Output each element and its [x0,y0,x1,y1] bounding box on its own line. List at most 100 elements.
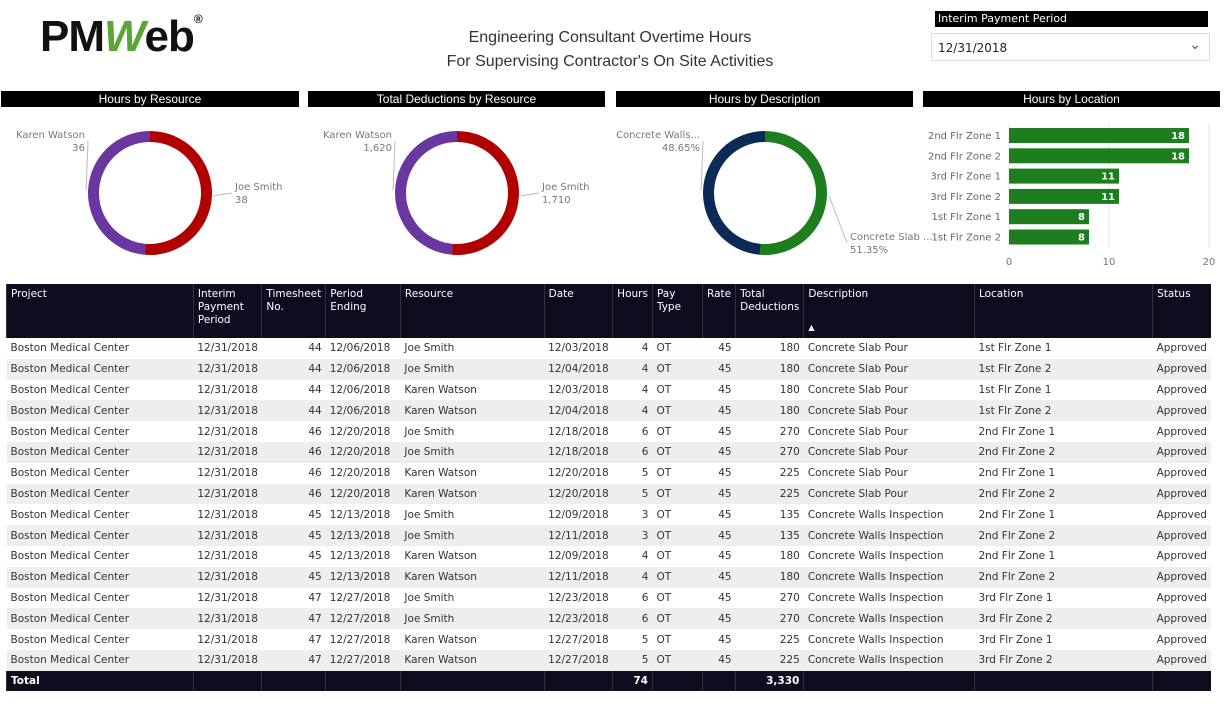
bar[interactable] [1009,188,1119,204]
table-cell: Boston Medical Center [10,550,130,563]
table-row[interactable]: Boston Medical Center 12/31/2018 44 12/06/2… [7,380,1212,401]
bar[interactable] [1009,209,1089,225]
table-cell: 12/27/2018 [329,654,391,667]
table-cell: Concrete Slab Pour [807,425,908,438]
table-row[interactable]: Boston Medical Center 12/31/2018 47 12/27/2… [7,588,1212,609]
column-header[interactable]: Total Deductions [735,284,804,338]
table-cell: Concrete Slab Pour [807,487,908,500]
column-header[interactable]: Location [973,284,1153,338]
table-cell: 12/31/2018 [197,550,258,563]
table-cell: 2nd Flr Zone 1 [978,508,1056,521]
slice-category-label: Karen Watson [16,130,85,141]
table-cell: 3rd Flr Zone 2 [978,612,1053,625]
column-header[interactable]: Description ▲ [803,284,975,338]
column-header[interactable]: Project [6,284,194,338]
table-cell: OT [656,467,672,480]
sort-ascending-icon[interactable]: ▲ [808,323,815,332]
table-cell: 2nd Flr Zone 2 [978,529,1056,542]
table-cell: 225 [779,633,800,646]
column-header[interactable]: Hours [612,284,653,338]
table-row[interactable]: Boston Medical Center 12/31/2018 44 12/06/2… [6,358,1211,380]
y-category-label: 1st Flr Zone 1 [932,212,1002,223]
table-cell: 12/31/2018 [197,529,258,542]
table-cell: 44 [308,404,322,417]
table-cell: 5 [641,467,649,480]
visual-title-hours-by-description: Hours by Description [616,91,913,107]
table-cell: Karen Watson [404,487,477,500]
column-header-label: Description [808,288,869,300]
table-cell: Concrete Slab Pour [807,404,908,417]
table-row[interactable]: Boston Medical Center 12/31/2018 45 12/13/2… [6,525,1211,546]
table-cell: 225 [779,467,800,480]
donut-slice[interactable] [88,131,150,255]
column-header[interactable]: Status [1152,284,1211,338]
column-header[interactable]: Pay Type [651,284,703,338]
table-row[interactable]: Boston Medical Center 12/31/2018 46 12/20/2… [6,441,1211,463]
column-header[interactable]: Resource [399,284,545,338]
table-cell: 12/31/2018 [197,363,258,376]
table-cell: Boston Medical Center [10,487,130,500]
table-row[interactable]: Boston Medical Center 12/31/2018 47 12/27/2… [6,649,1211,671]
table-cell: 2nd Flr Zone 2 [978,446,1056,459]
donut-hours-by-resource: Joe Smith 38 Karen Watson 36 [16,130,283,255]
table-row[interactable]: Boston Medical Center 12/31/2018 45 12/13/2… [6,566,1211,588]
table-cell: 5 [641,654,649,667]
table-cell: OT [656,529,672,542]
table-cell: Boston Medical Center [10,467,130,480]
bar[interactable] [1009,128,1189,143]
table-cell: 180 [779,571,800,584]
table-cell: Boston Medical Center [10,654,130,667]
table-total-row: Total 74 3,330 [6,670,1211,691]
donut-slice[interactable] [451,131,520,255]
table-cell: 270 [779,612,800,625]
bar[interactable] [1009,148,1189,164]
table-row[interactable]: Boston Medical Center 12/31/2018 47 12/27/2… [7,629,1212,650]
table-row[interactable]: Boston Medical Center 12/31/2018 46 12/20/2… [6,483,1211,505]
table-row[interactable]: Boston Medical Center 12/31/2018 47 12/27/2… [6,608,1211,630]
table-cell: 12/27/2018 [329,612,391,625]
table-row[interactable]: Boston Medical Center 12/31/2018 44 12/06/2… [7,338,1212,359]
table-cell: 180 [779,363,800,376]
table-cell: 5 [641,487,649,500]
table-cell: 1st Flr Zone 2 [978,404,1052,417]
table-cell: OT [656,446,672,459]
table-cell: Approved [1156,612,1207,625]
table-row[interactable]: Boston Medical Center 12/31/2018 46 12/20/2… [7,463,1212,484]
chevron-down-icon[interactable]: ⌄ [1189,37,1201,53]
donut-slice[interactable] [759,131,828,256]
table-cell: 47 [308,591,322,604]
column-header[interactable]: Period Ending [325,284,401,338]
table-cell: Joe Smith [404,425,455,438]
column-header[interactable]: Date [543,284,613,338]
table-row[interactable]: Boston Medical Center 12/31/2018 44 12/06/2… [6,400,1211,422]
table-cell: 45 [718,404,732,417]
table-cell: 4 [641,404,649,417]
table-cell: 12/06/2018 [329,342,391,355]
table-cell: Boston Medical Center [10,446,130,459]
column-header[interactable]: Timesheet No. [261,284,326,338]
table-row[interactable]: Boston Medical Center 12/31/2018 46 12/20/2… [7,421,1212,442]
table-row[interactable]: Boston Medical Center 12/31/2018 45 12/13/2… [7,504,1212,525]
donut-slice[interactable] [395,131,457,255]
table-cell: 3rd Flr Zone 2 [978,654,1053,667]
column-header[interactable]: Rate [702,284,736,338]
table-cell: 3 [641,529,649,542]
table-cell: 12/18/2018 [548,446,609,459]
slicer-value: 12/31/2018 [938,41,1008,55]
table-cell: 12/27/2018 [329,633,391,646]
table-cell: 12/31/2018 [197,446,258,459]
donut-slice[interactable] [703,131,765,255]
bar[interactable] [1009,229,1089,245]
donut-slice[interactable] [144,131,213,255]
interim-payment-period-dropdown[interactable]: 12/31/2018 ⌄ [931,33,1210,61]
slice-value-label: 48.65% [662,143,700,154]
table-row[interactable]: Boston Medical Center 12/31/2018 45 12/13/2… [7,546,1212,567]
slice-category-label: Joe Smith [541,182,590,193]
column-header[interactable]: Interim Payment Period [192,284,262,338]
leader-line [392,140,396,191]
table-cell: 1st Flr Zone 1 [978,342,1052,355]
bar[interactable] [1009,168,1119,184]
y-category-label: 2nd Flr Zone 1 [928,131,1001,142]
slice-category-label: Concrete Slab ... [850,232,933,243]
table-cell: OT [656,654,672,667]
